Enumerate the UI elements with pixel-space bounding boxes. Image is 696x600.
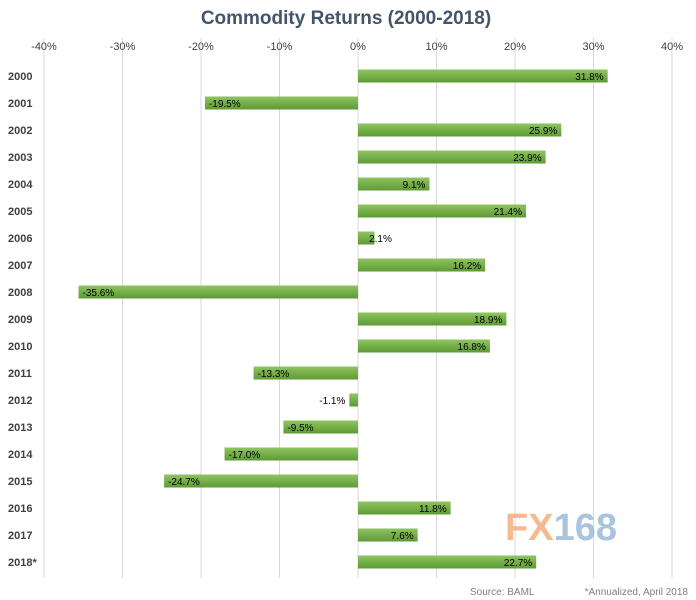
bar-2013 [283, 420, 358, 434]
category-label: 2009 [8, 314, 32, 326]
data-label: -35.6% [83, 288, 115, 299]
bar-2004 [358, 177, 430, 191]
category-label: 2018* [8, 557, 37, 569]
x-tick-label: 0% [350, 41, 366, 53]
annualized-footnote: *Annualized, April 2018 [585, 587, 689, 598]
x-tick-label: -30% [110, 41, 136, 53]
data-label: -17.0% [229, 450, 261, 461]
bar-2016 [358, 501, 451, 515]
data-label: -9.5% [287, 423, 313, 434]
source-note: Source: BAML [470, 587, 535, 598]
bar-2018* [358, 555, 537, 569]
bar-2009 [358, 312, 507, 326]
category-label: 2008 [8, 287, 32, 299]
data-label: -24.7% [168, 477, 200, 488]
data-label: 22.7% [504, 558, 532, 569]
bar-2001 [204, 96, 358, 110]
category-label: 2003 [8, 152, 32, 164]
bars [78, 69, 608, 569]
data-labels: 31.8% -19.5% 25.9% 23.9% 9.1% 21.4% 2.1% 16.2% -… [83, 72, 604, 569]
data-label: 16.2% [453, 261, 481, 272]
bar-2006 [358, 231, 375, 245]
watermark-fx: FX [505, 507, 554, 549]
category-label: 2002 [8, 125, 32, 137]
data-label: 16.8% [458, 342, 486, 353]
data-label: -19.5% [209, 99, 241, 110]
bar-2012 [349, 393, 358, 407]
bar-2000 [358, 69, 608, 83]
watermark-168: 168 [554, 507, 617, 549]
data-label: 9.1% [403, 180, 426, 191]
data-label: 25.9% [529, 126, 557, 137]
category-label: 2010 [8, 341, 32, 353]
bar-2017 [358, 528, 418, 542]
category-label: 2015 [8, 476, 32, 488]
bar-2002 [358, 123, 562, 137]
x-tick-label: 40% [661, 41, 683, 53]
category-label: 2017 [8, 530, 32, 542]
bar-2008 [78, 285, 358, 299]
category-label: 2012 [8, 395, 32, 407]
data-label: 31.8% [575, 72, 603, 83]
x-tick-label: 20% [504, 41, 526, 53]
x-axis-tick-labels: -40% -30% -20% -10% 0% 10% 20% 30% 40% [31, 41, 683, 53]
data-label: -13.3% [258, 369, 290, 380]
bar-2010 [358, 339, 490, 353]
data-label: 7.6% [391, 531, 414, 542]
bar-2011 [253, 366, 358, 380]
bar-2005 [358, 204, 526, 218]
bar-2007 [358, 258, 486, 272]
category-label: 2004 [8, 179, 33, 191]
category-label: 2013 [8, 422, 32, 434]
x-tick-label: -20% [188, 41, 214, 53]
data-label: 21.4% [494, 207, 522, 218]
bar-2014 [224, 447, 358, 461]
category-label: 2016 [8, 503, 32, 515]
category-label: 2001 [8, 98, 32, 110]
category-label: 2011 [8, 368, 32, 380]
x-tick-label: -10% [267, 41, 293, 53]
x-tick-label: 30% [582, 41, 604, 53]
data-label: 2.1% [369, 234, 392, 245]
category-label: 2014 [8, 449, 33, 461]
category-labels: 2000 2001 2002 2003 2004 2005 2006 2007 2008 2009… [8, 71, 37, 569]
svg-text:FX168: FX168 [505, 507, 617, 549]
data-label: -1.1% [319, 396, 345, 407]
gridlines [43, 38, 673, 578]
data-label: 18.9% [474, 315, 502, 326]
category-label: 2005 [8, 206, 32, 218]
category-label: 2000 [8, 71, 32, 83]
chart-title: Commodity Returns (2000-2018) [201, 8, 491, 29]
bar-2015 [164, 474, 358, 488]
category-label: 2007 [8, 260, 32, 272]
x-tick-label: 10% [425, 41, 447, 53]
category-label: 2006 [8, 233, 32, 245]
fx168-watermark: FX168 [505, 507, 617, 549]
x-tick-label: -40% [31, 41, 57, 53]
data-label: 23.9% [513, 153, 541, 164]
bar-2003 [358, 150, 546, 164]
data-label: 11.8% [419, 504, 447, 515]
